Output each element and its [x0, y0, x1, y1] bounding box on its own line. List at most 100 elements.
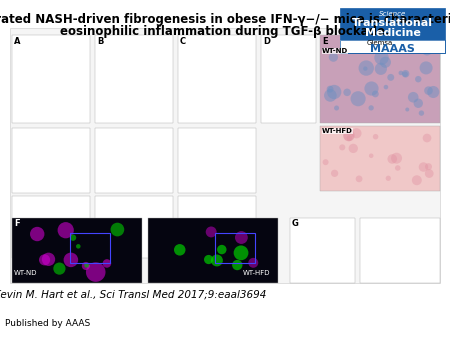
- Text: WT-HFD: WT-HFD: [243, 270, 270, 276]
- Circle shape: [217, 245, 226, 254]
- Circle shape: [359, 61, 374, 76]
- Circle shape: [395, 165, 400, 171]
- Circle shape: [82, 262, 90, 270]
- Text: MAAAS: MAAAS: [370, 44, 415, 54]
- Text: F: F: [14, 219, 20, 228]
- Bar: [10, 28, 440, 283]
- Bar: [12, 196, 90, 258]
- Circle shape: [232, 260, 243, 270]
- Bar: [12, 35, 90, 123]
- Circle shape: [363, 67, 368, 71]
- Circle shape: [418, 111, 424, 116]
- Circle shape: [415, 76, 422, 82]
- Bar: [70, 233, 110, 263]
- Circle shape: [331, 170, 338, 177]
- Circle shape: [323, 159, 328, 165]
- Circle shape: [343, 131, 354, 141]
- Circle shape: [408, 92, 418, 102]
- Circle shape: [405, 107, 410, 112]
- Bar: [340, 8, 445, 53]
- Circle shape: [384, 85, 388, 89]
- Circle shape: [334, 105, 339, 111]
- Circle shape: [418, 162, 428, 172]
- Circle shape: [372, 91, 379, 97]
- Circle shape: [386, 176, 391, 181]
- Text: E: E: [322, 37, 328, 46]
- Circle shape: [387, 154, 397, 164]
- Circle shape: [204, 255, 213, 264]
- Text: G: G: [292, 219, 299, 228]
- Circle shape: [356, 175, 362, 182]
- Circle shape: [369, 153, 374, 158]
- Circle shape: [391, 153, 402, 164]
- Bar: [95, 196, 173, 258]
- Bar: [261, 35, 316, 123]
- Circle shape: [424, 86, 433, 95]
- Circle shape: [343, 89, 351, 96]
- Circle shape: [351, 91, 366, 106]
- Bar: [95, 128, 173, 193]
- Text: Translational: Translational: [352, 18, 433, 28]
- Circle shape: [364, 81, 378, 96]
- Text: C: C: [180, 37, 186, 46]
- Circle shape: [419, 62, 432, 74]
- Circle shape: [427, 86, 439, 98]
- Text: WT-ND: WT-ND: [14, 270, 37, 276]
- Circle shape: [402, 71, 408, 77]
- Circle shape: [103, 259, 111, 268]
- Bar: [178, 35, 256, 123]
- Text: WT-HFD: WT-HFD: [322, 128, 353, 134]
- Bar: [320, 126, 440, 191]
- Bar: [148, 218, 278, 283]
- Circle shape: [402, 70, 410, 77]
- Circle shape: [399, 71, 403, 75]
- Bar: [12, 218, 142, 283]
- Text: Science: Science: [379, 11, 406, 17]
- Circle shape: [423, 134, 432, 142]
- Circle shape: [369, 105, 374, 111]
- Circle shape: [211, 255, 223, 266]
- Circle shape: [235, 231, 248, 244]
- Circle shape: [339, 144, 345, 150]
- Circle shape: [111, 223, 124, 236]
- Bar: [178, 128, 256, 193]
- Text: B: B: [97, 37, 104, 46]
- Text: WT-ND: WT-ND: [322, 48, 348, 54]
- Circle shape: [349, 144, 358, 153]
- Circle shape: [373, 134, 378, 140]
- Text: Kevin M. Hart et al., Sci Transl Med 2017;9:eaal3694: Kevin M. Hart et al., Sci Transl Med 201…: [0, 290, 266, 300]
- Circle shape: [375, 63, 387, 75]
- Bar: [340, 40, 445, 53]
- Circle shape: [30, 227, 45, 241]
- Circle shape: [374, 50, 389, 65]
- Circle shape: [387, 74, 394, 81]
- Circle shape: [414, 99, 423, 108]
- Text: Fig. 5. Accelerated NASH-driven fibrogenesis in obese IFN-γ−/− mice is character: Fig. 5. Accelerated NASH-driven fibrogen…: [0, 13, 450, 26]
- Circle shape: [425, 169, 434, 178]
- Text: Published by AAAS: Published by AAAS: [5, 319, 90, 328]
- Circle shape: [84, 263, 89, 268]
- Circle shape: [42, 252, 55, 266]
- Bar: [178, 196, 256, 258]
- Circle shape: [76, 244, 81, 249]
- Circle shape: [58, 222, 74, 238]
- Circle shape: [206, 226, 216, 237]
- Bar: [320, 35, 440, 123]
- Circle shape: [324, 89, 337, 102]
- Circle shape: [360, 38, 373, 50]
- Circle shape: [343, 130, 355, 141]
- Text: Giemsa: Giemsa: [367, 40, 393, 46]
- Circle shape: [412, 175, 422, 185]
- Text: A: A: [14, 37, 21, 46]
- Circle shape: [234, 245, 248, 260]
- Circle shape: [329, 52, 338, 62]
- Bar: [290, 218, 355, 283]
- Bar: [360, 218, 440, 283]
- Text: eosinophilic inflammation during TGF-β blockade.: eosinophilic inflammation during TGF-β b…: [60, 25, 390, 38]
- Circle shape: [39, 254, 50, 265]
- Circle shape: [86, 262, 105, 282]
- Text: D: D: [263, 37, 270, 46]
- Bar: [95, 35, 173, 123]
- Circle shape: [70, 235, 76, 241]
- Circle shape: [327, 86, 333, 93]
